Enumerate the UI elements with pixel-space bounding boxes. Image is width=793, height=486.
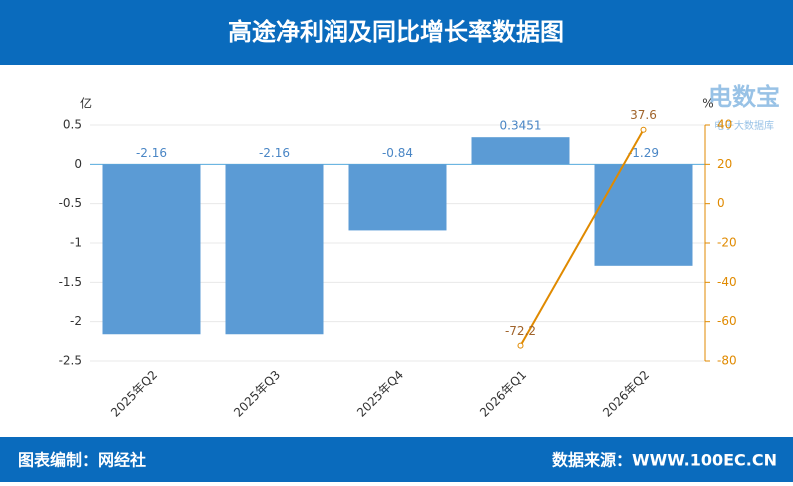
y2-tick-label: -20 (717, 236, 737, 250)
line-value-label: -72.2 (505, 324, 536, 338)
bar (348, 164, 447, 231)
line (519, 129, 645, 347)
bar (102, 164, 201, 335)
y-tick-label: -0.5 (59, 196, 82, 210)
footer-band (0, 437, 793, 482)
header-band (0, 0, 793, 65)
footer-right: 数据来源：WWW.100EC.CN (552, 451, 777, 470)
y2-tick-label: 0 (717, 196, 725, 210)
y2-tick-label: 40 (717, 118, 732, 132)
x-tick-label: 2025年Q4 (354, 368, 406, 420)
y-tick-label: -1 (70, 236, 82, 250)
watermark-sub: 电子大数据库 (714, 119, 774, 132)
y2-tick-label: -40 (717, 275, 737, 289)
x-tick-label: 2026年Q2 (600, 368, 652, 420)
watermark-brand: 电数宝 (708, 83, 780, 111)
bar-value-label: 0.3451 (500, 119, 542, 133)
line-point (517, 342, 524, 349)
line-value-label: 37.6 (630, 108, 657, 122)
bar (225, 164, 324, 335)
y-tick-label: -1.5 (59, 275, 82, 289)
bar-value-label: -2.16 (136, 146, 167, 160)
bar-value-label: -1.29 (628, 146, 659, 160)
y-tick-label: 0.5 (63, 118, 82, 132)
bar-value-label: -0.84 (382, 146, 413, 160)
x-tick-label: 2025年Q2 (108, 368, 160, 420)
x-tick-label: 2025年Q3 (231, 368, 283, 420)
y2-tick-label: -80 (717, 354, 737, 368)
y2-tick-label: 20 (717, 157, 732, 171)
y-tick-label: -2 (70, 314, 82, 328)
line-point (640, 126, 647, 133)
y2-axis-label: % (702, 97, 713, 111)
bar (471, 137, 570, 165)
y2-tick-label: -60 (717, 314, 737, 328)
y-tick-label: 0 (74, 157, 82, 171)
x-tick-label: 2026年Q1 (477, 368, 529, 420)
footer-left: 图表编制：网经社 (18, 451, 146, 470)
bar (594, 164, 693, 266)
y-tick-label: -2.5 (59, 354, 82, 368)
chart-title: 高途净利润及同比增长率数据图 (228, 18, 564, 46)
bar-value-label: -2.16 (259, 146, 290, 160)
y-axis-label: 亿 (80, 96, 92, 111)
